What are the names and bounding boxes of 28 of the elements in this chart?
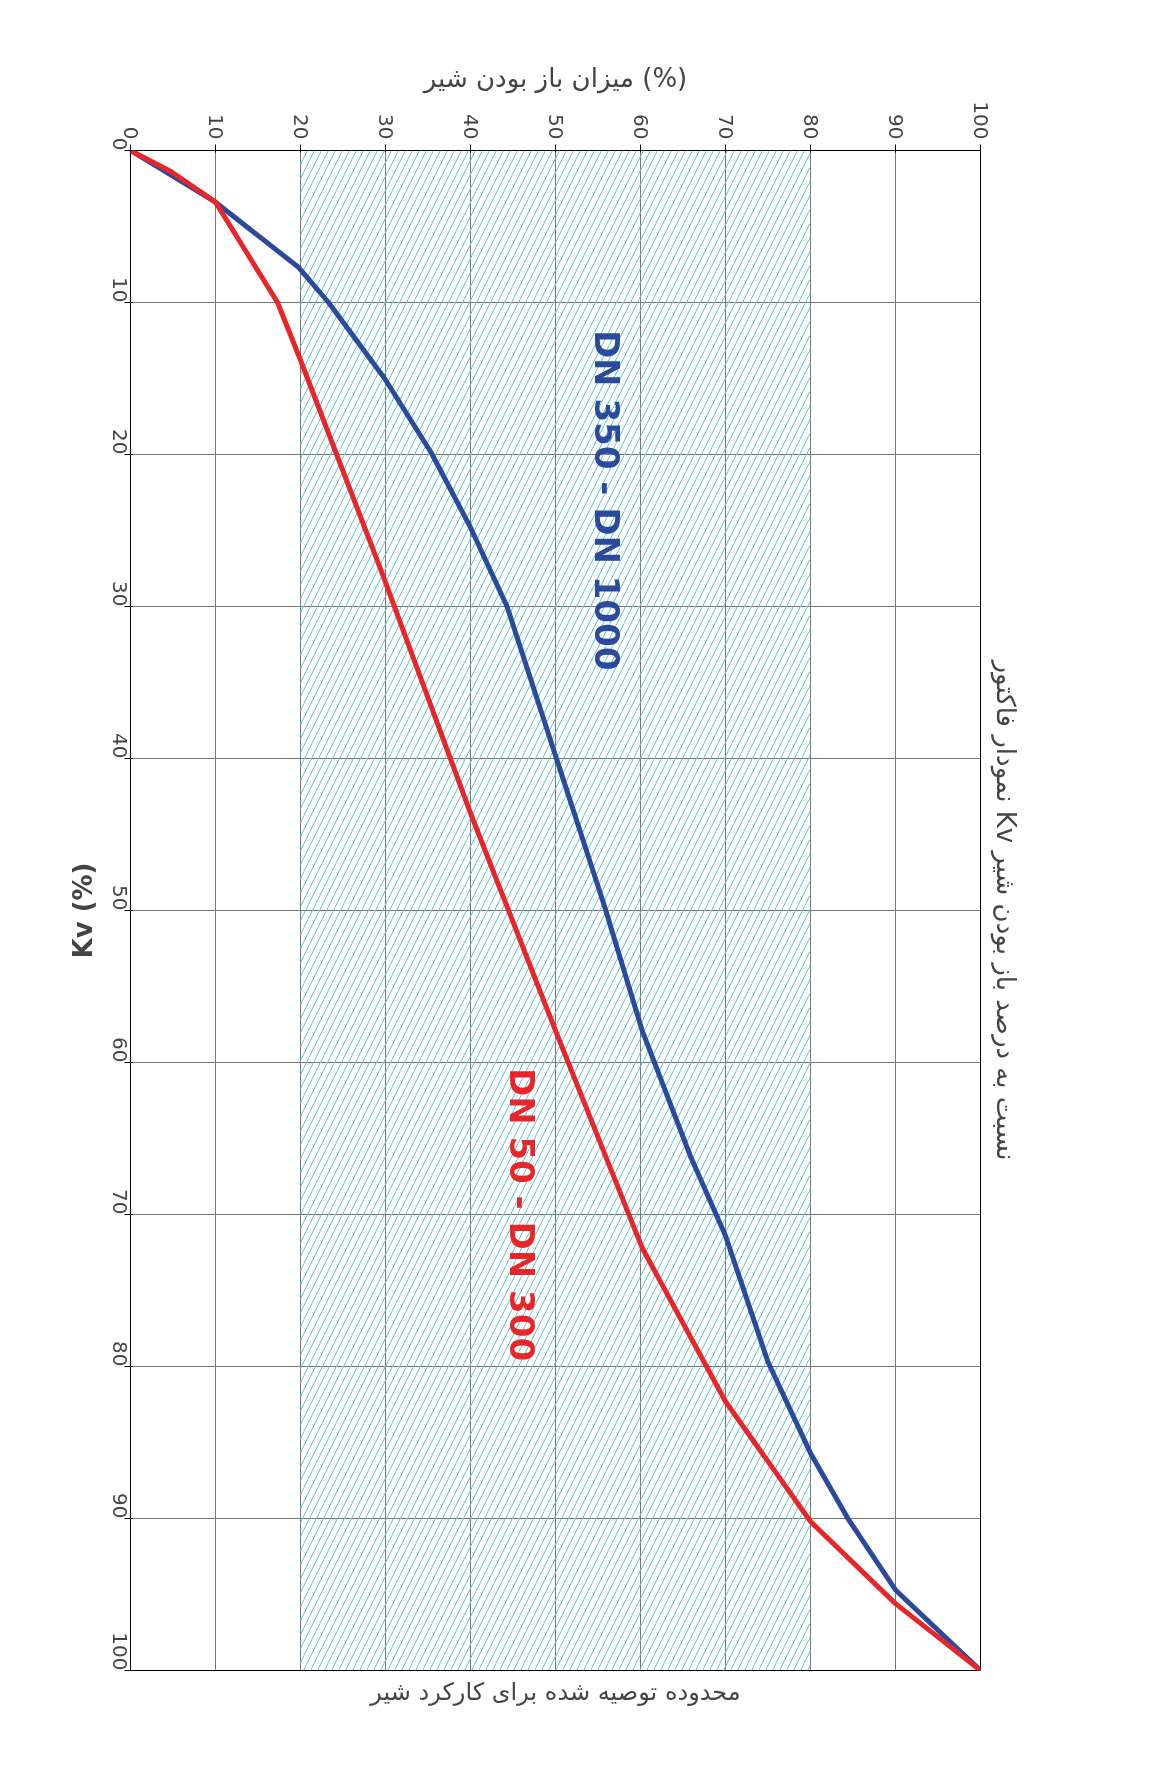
text: DN 350 - DN 1000 [586, 329, 627, 671]
text: نمودار فاکتور Kv نسبت به درصد باز بودن شیر [989, 658, 1021, 1161]
y-tick-label: 40 [107, 733, 132, 759]
x-tick-label: 90 [883, 114, 908, 140]
x-axis-title: میزان باز بودن شیر (%) [421, 63, 688, 95]
y-tick-label: 60 [107, 1037, 132, 1063]
y-tick-label: 80 [107, 1341, 132, 1367]
y-tick-label: 90 [107, 1493, 132, 1519]
x-tick-label: 100 [968, 101, 993, 140]
x-tick-label: 60 [628, 114, 653, 140]
x-tick-label: 50 [543, 114, 568, 140]
band-label: محدوده توصیه شده برای کارکرد شیر [369, 1677, 741, 1706]
y-tick-label: 10 [107, 277, 132, 303]
x-tick-label: 70 [713, 114, 738, 140]
y-tick-label: 20 [107, 429, 132, 455]
y-tick-label: 30 [107, 581, 132, 607]
x-tick-label: 20 [288, 114, 313, 140]
y-tick-label: 0 [107, 137, 132, 151]
y-tick-label: 50 [107, 885, 132, 911]
x-tick-label: 30 [373, 114, 398, 140]
x-tick-label: 80 [798, 114, 823, 140]
x-tick-label: 0 [118, 126, 143, 140]
text: DN 50 - DN 300 [501, 1067, 542, 1362]
x-tick-label: 10 [203, 114, 228, 140]
y-tick-label: 100 [107, 1632, 132, 1671]
x-tick-label: 40 [458, 114, 483, 140]
y-tick-label: 70 [107, 1189, 132, 1215]
y-axis-title: Kv (%) [67, 862, 98, 959]
